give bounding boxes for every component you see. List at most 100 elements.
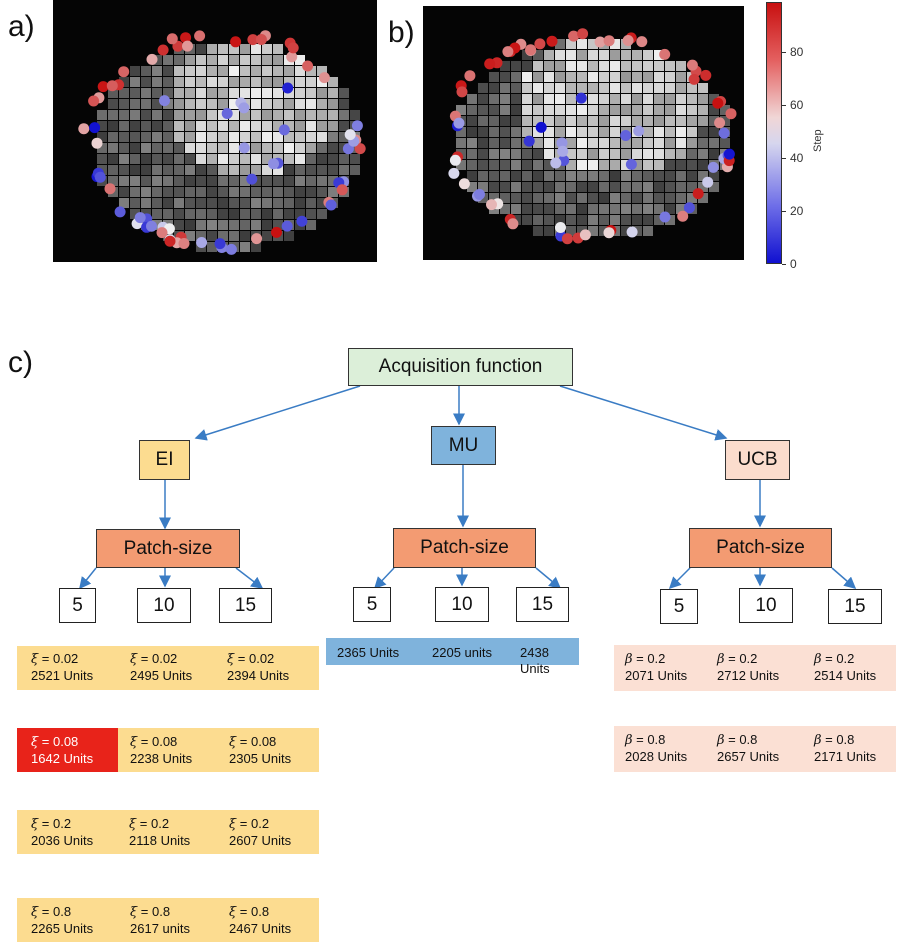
mu-size-10: 10 xyxy=(435,587,489,622)
result-cell: β = 0.8 2171 Units xyxy=(814,730,876,765)
tissue-tile xyxy=(119,143,129,153)
tissue-tile xyxy=(698,160,708,170)
sample-point xyxy=(622,35,634,46)
tissue-tile xyxy=(339,99,349,109)
tissue-tile xyxy=(500,127,510,137)
sample-point xyxy=(723,148,735,160)
tissue-tile xyxy=(108,176,118,186)
arrow-ei-5 xyxy=(79,567,97,590)
tissue-tile xyxy=(687,182,697,192)
tissue-tile xyxy=(588,127,598,137)
tissue-tile xyxy=(610,204,620,214)
tissue-tile xyxy=(522,182,532,192)
patch-size-label: Patch-size xyxy=(716,537,805,558)
size-label: 10 xyxy=(451,593,473,615)
tissue-tile xyxy=(152,110,162,120)
result-cell: β = 0.2 2071 Units xyxy=(625,649,687,684)
sample-point xyxy=(318,72,330,84)
beta-symbol: β xyxy=(814,733,822,748)
tissue-tile xyxy=(262,154,272,164)
tissue-tile xyxy=(328,165,338,175)
tissue-tile xyxy=(273,198,283,208)
tissue-tile xyxy=(643,138,653,148)
tissue-tile xyxy=(676,193,686,203)
param-value: = 0.02 xyxy=(137,651,178,666)
tissue-tile xyxy=(555,83,565,93)
tissue-tile xyxy=(643,127,653,137)
tissue-tile xyxy=(533,138,543,148)
tissue-tile xyxy=(229,55,239,65)
tissue-tile xyxy=(284,209,294,219)
tissue-tile xyxy=(566,226,576,236)
tissue-tile xyxy=(196,66,206,76)
tissue-tile xyxy=(610,171,620,181)
sample-point xyxy=(458,178,470,190)
tissue-tile xyxy=(328,121,338,131)
tissue-tile xyxy=(251,198,261,208)
tissue-tile xyxy=(262,231,272,241)
tissue-tile xyxy=(522,61,532,71)
tissue-tile xyxy=(339,121,349,131)
tissue-tile xyxy=(240,231,250,241)
tissue-tile xyxy=(152,143,162,153)
tissue-tile xyxy=(533,171,543,181)
tissue-tile xyxy=(295,121,305,131)
sample-point xyxy=(525,44,537,56)
tissue-tile xyxy=(566,149,576,159)
tissue-tile xyxy=(599,193,609,203)
xi-symbol: ξ xyxy=(31,817,39,832)
xi-symbol: ξ xyxy=(31,652,39,667)
ei-results-row-3: ξ = 0.2 2036 Units ξ = 0.2 2118 Units ξ = … xyxy=(17,810,319,854)
tissue-tile xyxy=(240,165,250,175)
tissue-tile xyxy=(665,215,675,225)
tissue-tile xyxy=(511,116,521,126)
tissue-tile xyxy=(456,138,466,148)
tissue-tile xyxy=(163,209,173,219)
tissue-tile xyxy=(207,154,217,164)
tissue-tile xyxy=(207,88,217,98)
sample-point xyxy=(686,59,698,71)
tissue-tile xyxy=(610,50,620,60)
arrow-ucb-15 xyxy=(831,567,857,589)
colorbar-tick-mark xyxy=(782,211,786,212)
beta-symbol: β xyxy=(717,733,725,748)
tissue-tile xyxy=(610,193,620,203)
tissue-tile xyxy=(654,149,664,159)
tissue-tile xyxy=(251,209,261,219)
tissue-tile xyxy=(262,209,272,219)
tissue-tile xyxy=(643,193,653,203)
tissue-tile xyxy=(643,116,653,126)
beta-symbol: β xyxy=(814,652,822,667)
tissue-tile xyxy=(273,121,283,131)
tissue-tile xyxy=(478,83,488,93)
tissue-tile xyxy=(185,231,195,241)
tissue-tile xyxy=(676,138,686,148)
tissue-tile xyxy=(577,193,587,203)
tissue-tile xyxy=(687,127,697,137)
tissue-tile xyxy=(218,220,228,230)
ei-label: EI xyxy=(155,449,174,470)
tissue-tile xyxy=(588,50,598,60)
ei-results-row-4: ξ = 0.8 2265 Units ξ = 0.8 2617 units ξ = … xyxy=(17,898,319,942)
tissue-tile xyxy=(306,77,316,87)
tissue-tile xyxy=(174,154,184,164)
tissue-tile xyxy=(350,154,360,164)
tissue-tile xyxy=(185,187,195,197)
tissue-tile xyxy=(218,44,228,54)
result-cell: 2205 units xyxy=(432,643,492,661)
size-label: 5 xyxy=(366,593,378,615)
tissue-tile xyxy=(610,138,620,148)
tissue-tile xyxy=(218,209,228,219)
tissue-tile xyxy=(262,165,272,175)
tissue-tile xyxy=(511,149,521,159)
tissue-tile xyxy=(141,121,151,131)
tissue-tile xyxy=(632,171,642,181)
tissue-tile xyxy=(339,132,349,142)
tissue-tile xyxy=(577,72,587,82)
sample-point xyxy=(633,125,645,137)
tissue-tile xyxy=(577,127,587,137)
tissue-tile xyxy=(207,66,217,76)
tissue-tile xyxy=(273,165,283,175)
tissue-tile xyxy=(295,110,305,120)
tissue-tile xyxy=(621,226,631,236)
